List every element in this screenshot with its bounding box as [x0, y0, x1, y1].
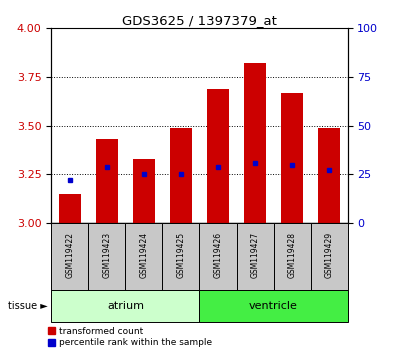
Bar [318, 127, 340, 223]
Bar [170, 127, 192, 223]
Text: ventricle: ventricle [249, 301, 298, 311]
Text: GSM119425: GSM119425 [177, 232, 186, 278]
Bar [133, 159, 155, 223]
Text: GSM119424: GSM119424 [139, 232, 149, 278]
Bar [310, 223, 348, 290]
Title: GDS3625 / 1397379_at: GDS3625 / 1397379_at [122, 14, 277, 27]
Text: GSM119428: GSM119428 [288, 232, 297, 278]
Bar [88, 223, 126, 290]
Text: GSM119422: GSM119422 [65, 232, 74, 278]
Bar [51, 290, 199, 322]
Bar [237, 223, 274, 290]
Text: GSM119427: GSM119427 [250, 232, 260, 278]
Text: atrium: atrium [107, 301, 144, 311]
Bar [281, 93, 303, 223]
Bar [51, 223, 88, 290]
Text: tissue ►: tissue ► [8, 301, 47, 311]
Text: GSM119426: GSM119426 [213, 232, 222, 278]
Bar [199, 223, 237, 290]
Bar [274, 223, 310, 290]
Legend: transformed count, percentile rank within the sample: transformed count, percentile rank withi… [48, 327, 212, 347]
Bar [126, 223, 162, 290]
Bar [244, 63, 266, 223]
Bar [199, 290, 348, 322]
Text: GSM119429: GSM119429 [325, 232, 334, 278]
Text: GSM119423: GSM119423 [102, 232, 111, 278]
Bar [207, 89, 229, 223]
Bar [162, 223, 199, 290]
Bar [59, 194, 81, 223]
Bar [96, 139, 118, 223]
